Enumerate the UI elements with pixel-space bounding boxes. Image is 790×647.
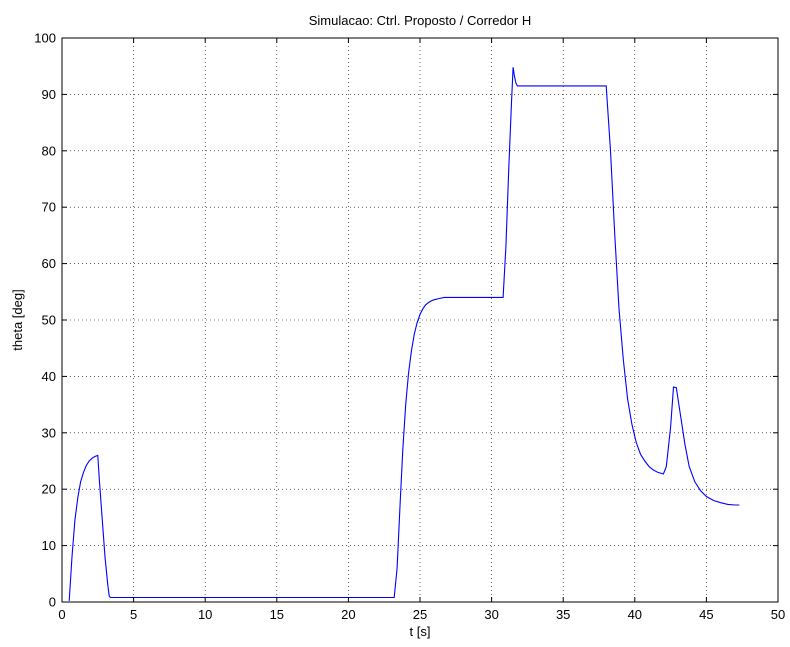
y-tick-label: 10 [42,538,56,553]
x-tick-label: 40 [628,607,642,622]
x-axis-label: t [s] [410,624,431,639]
x-tick-label: 25 [413,607,427,622]
x-tick-label: 50 [771,607,785,622]
y-tick-label: 0 [49,595,56,610]
y-tick-label: 50 [42,313,56,328]
y-axis-label: theta [deg] [10,289,25,350]
y-tick-label: 40 [42,369,56,384]
x-tick-label: 10 [198,607,212,622]
y-tick-label: 30 [42,425,56,440]
x-tick-label: 15 [270,607,284,622]
y-tick-label: 90 [42,87,56,102]
y-tick-label: 20 [42,482,56,497]
y-tick-label: 80 [42,143,56,158]
chart-title: Simulacao: Ctrl. Proposto / Corredor H [309,13,532,28]
x-tick-label: 5 [130,607,137,622]
x-tick-label: 0 [58,607,65,622]
y-tick-label: 60 [42,256,56,271]
y-tick-label: 70 [42,200,56,215]
x-tick-label: 20 [341,607,355,622]
x-tick-label: 45 [699,607,713,622]
x-tick-label: 30 [484,607,498,622]
y-tick-label: 100 [34,31,56,46]
x-tick-label: 35 [556,607,570,622]
